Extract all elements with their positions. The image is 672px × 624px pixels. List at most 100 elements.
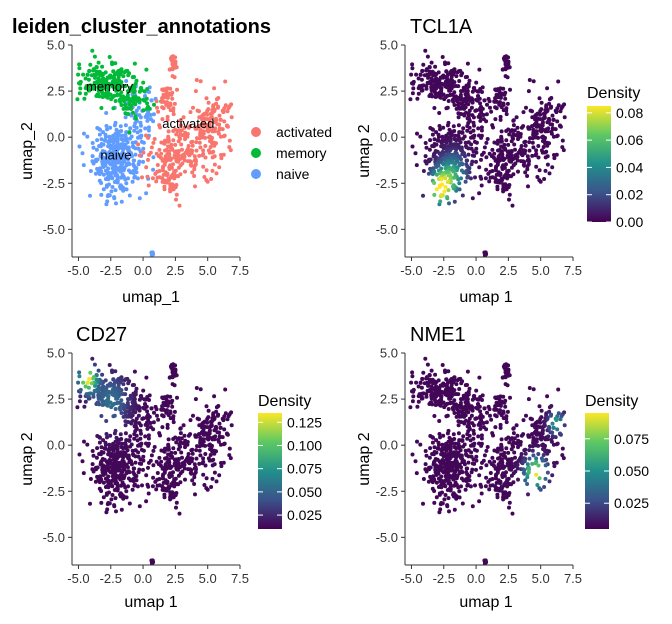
cell-point bbox=[131, 452, 135, 457]
cell-point bbox=[459, 381, 464, 386]
cell-point bbox=[168, 364, 173, 369]
cell-point bbox=[427, 455, 432, 460]
cell-point bbox=[454, 147, 459, 152]
cell-point bbox=[474, 80, 479, 85]
cell-point bbox=[168, 416, 173, 421]
cell-point bbox=[530, 124, 534, 129]
cell-point bbox=[174, 505, 178, 510]
cell-point bbox=[526, 89, 531, 94]
cell-point bbox=[82, 439, 86, 444]
cell-point bbox=[560, 446, 565, 451]
cell-point bbox=[153, 479, 158, 484]
cell-point bbox=[473, 175, 477, 180]
cell-point bbox=[126, 73, 131, 78]
cell-point bbox=[145, 87, 150, 91]
cell-point bbox=[498, 422, 503, 427]
y-tick-label: 0.0 bbox=[380, 438, 398, 453]
cell-point bbox=[551, 117, 556, 122]
cell-point bbox=[204, 178, 209, 183]
cell-point bbox=[165, 117, 170, 122]
cell-point bbox=[119, 168, 123, 173]
cell-point bbox=[175, 87, 179, 92]
y-axis-title: umap_2 bbox=[19, 122, 36, 180]
cell-point bbox=[208, 145, 213, 149]
cell-point bbox=[198, 453, 203, 458]
y-axis-title: umap 2 bbox=[356, 124, 373, 177]
cell-point bbox=[487, 487, 492, 492]
cell-point bbox=[494, 414, 499, 419]
cell-point bbox=[201, 151, 206, 156]
cell-point bbox=[484, 448, 489, 453]
cell-point bbox=[465, 397, 470, 402]
cell-point bbox=[76, 72, 81, 77]
cell-point bbox=[477, 404, 482, 409]
cell-point bbox=[474, 146, 479, 151]
cell-point bbox=[499, 437, 504, 442]
cell-point bbox=[118, 183, 123, 188]
cell-point bbox=[415, 131, 419, 136]
cell-point bbox=[144, 499, 149, 504]
cell-point bbox=[101, 164, 106, 169]
cell-point bbox=[134, 78, 139, 83]
cell-point bbox=[530, 417, 534, 422]
colorbar-tick-label: 0.025 bbox=[287, 507, 322, 523]
cell-point bbox=[195, 444, 199, 449]
cell-point bbox=[419, 385, 424, 390]
cell-point bbox=[146, 441, 151, 446]
cell-point bbox=[423, 449, 428, 453]
cell-point bbox=[127, 501, 132, 506]
cell-point bbox=[132, 75, 136, 79]
cell-point bbox=[546, 434, 551, 439]
cell-point bbox=[537, 168, 542, 173]
x-tick-label: 5.0 bbox=[532, 263, 550, 278]
cell-point bbox=[522, 471, 527, 476]
cell-point bbox=[452, 375, 457, 380]
cell-point bbox=[128, 393, 133, 398]
cell-point bbox=[527, 434, 532, 439]
cell-point bbox=[541, 145, 546, 149]
cell-point bbox=[530, 432, 535, 437]
cell-point bbox=[536, 452, 541, 456]
cell-point bbox=[440, 363, 445, 367]
cluster-labels: memory naive activated bbox=[86, 79, 214, 162]
cell-point bbox=[425, 54, 430, 59]
cell-point bbox=[212, 109, 217, 113]
colorbar-tick-label: 0.050 bbox=[287, 484, 322, 500]
cell-point bbox=[216, 129, 221, 134]
cell-point bbox=[107, 55, 112, 59]
cell-point bbox=[207, 443, 211, 448]
x-tick-label: -5.0 bbox=[400, 263, 422, 278]
cell-point bbox=[446, 188, 451, 193]
cell-point bbox=[91, 86, 96, 91]
cell-point bbox=[134, 116, 138, 121]
cell-point bbox=[205, 436, 210, 441]
cell-point bbox=[214, 116, 218, 121]
cell-point bbox=[463, 413, 468, 418]
cell-point bbox=[441, 146, 446, 151]
cell-point bbox=[104, 419, 109, 423]
cell-point bbox=[535, 175, 540, 179]
cell-point bbox=[113, 188, 118, 193]
cell-point bbox=[149, 406, 154, 411]
cell-point bbox=[534, 148, 539, 153]
cell-point bbox=[160, 176, 165, 181]
cell-point bbox=[166, 484, 171, 489]
cell-point bbox=[188, 110, 193, 115]
cell-point bbox=[531, 145, 536, 150]
x-ticks: -5.0 -2.5 0.0 2.5 5.0 7.5 bbox=[67, 565, 249, 586]
cell-point bbox=[130, 140, 135, 145]
y-ticks: 5.0 2.5 0.0 -2.5 -5.0 bbox=[376, 346, 405, 545]
cell-point bbox=[104, 151, 109, 156]
cell-point bbox=[131, 466, 136, 471]
cell-point bbox=[558, 109, 563, 114]
cell-point bbox=[414, 380, 419, 385]
cell-point bbox=[432, 414, 437, 418]
x-tick-label: -5.0 bbox=[67, 571, 89, 586]
cell-point bbox=[188, 418, 193, 423]
cell-point bbox=[505, 409, 510, 414]
cell-point bbox=[95, 446, 100, 451]
cell-point bbox=[201, 131, 206, 136]
cell-point bbox=[102, 446, 107, 451]
cell-point bbox=[110, 392, 115, 397]
cell-point bbox=[442, 497, 447, 502]
